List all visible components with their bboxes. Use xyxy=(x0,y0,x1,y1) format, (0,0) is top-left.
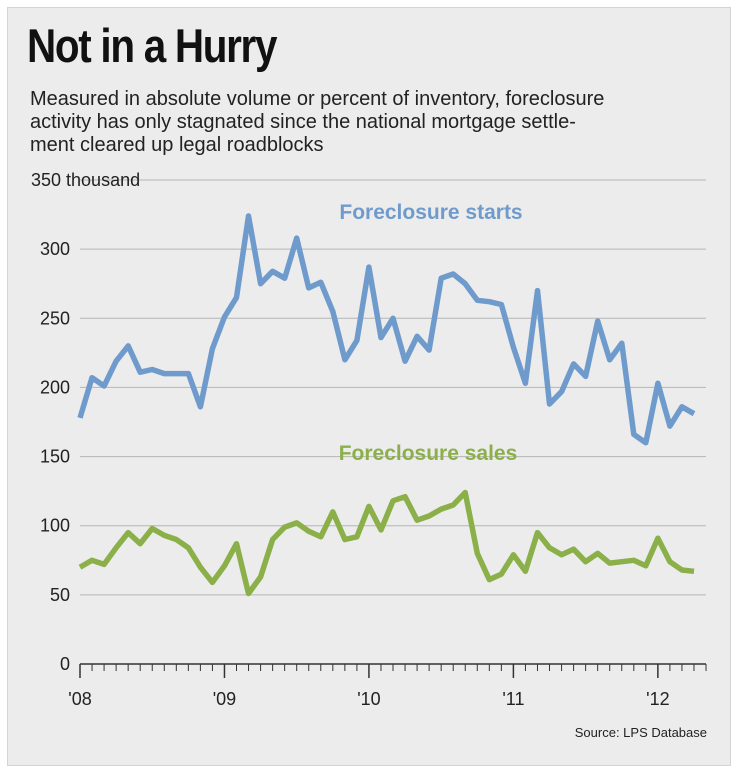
x-tick-label: '09 xyxy=(213,689,236,709)
y-tick-label: 300 xyxy=(40,239,70,259)
y-tick-label: 150 xyxy=(40,447,70,467)
y-tick-label: 0 xyxy=(60,654,70,674)
y-tick-label: 250 xyxy=(40,308,70,328)
x-tick-label: '10 xyxy=(357,689,380,709)
series-foreclosure-starts xyxy=(77,213,696,446)
y-tick-labels: 0 50 100 150 200 250 300 350 thousand xyxy=(31,170,140,674)
y-tick-label: 100 xyxy=(40,516,70,536)
chart-subtitle: Measured in absolute volume or percent o… xyxy=(30,88,604,157)
source-note: Source: LPS Database xyxy=(575,725,707,740)
x-axis xyxy=(79,663,707,678)
subtitle-line-3: ment cleared up legal roadblocks xyxy=(30,134,324,156)
chart-panel xyxy=(7,7,731,766)
x-tick-label: '08 xyxy=(68,689,91,709)
x-tick-label: '12 xyxy=(646,689,669,709)
series-foreclosure-sales xyxy=(78,489,695,597)
y-tick-label: 350 thousand xyxy=(31,170,140,190)
subtitle-line-1: Measured in absolute volume or percent o… xyxy=(30,88,605,110)
annotation-foreclosure-sales: Foreclosure sales xyxy=(339,442,518,465)
gridlines xyxy=(80,179,706,596)
chart-title: Not in a Hurry xyxy=(27,19,277,72)
x-tick-label: '11 xyxy=(502,689,524,709)
y-tick-label: 200 xyxy=(40,377,70,397)
subtitle-line-2: activity has only stagnated since the na… xyxy=(30,111,576,133)
annotation-foreclosure-starts: Foreclosure starts xyxy=(339,201,522,224)
series-lines xyxy=(77,213,696,597)
y-tick-label: 50 xyxy=(50,585,70,605)
x-tick-labels: '08 '09 '10 '11 '12 xyxy=(68,689,669,709)
